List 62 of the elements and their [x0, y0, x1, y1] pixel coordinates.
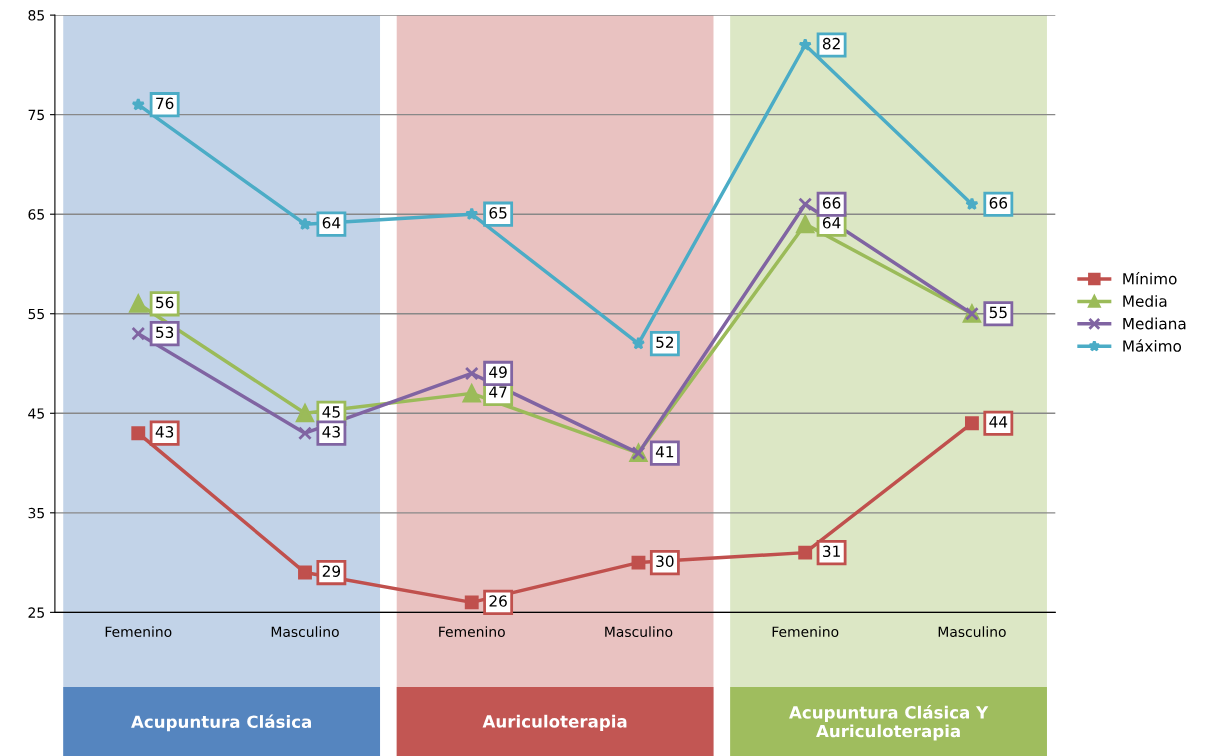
data-label: 43 [155, 426, 174, 438]
text: Acupuntura Clásica [131, 714, 311, 732]
y-tick-label: 75 [28, 109, 44, 121]
data-label: 49 [489, 366, 507, 378]
data-label: 52 [656, 336, 674, 349]
data-label: 56 [156, 296, 174, 309]
point [462, 384, 481, 403]
data-label: 45 [322, 406, 340, 418]
data-label: 64 [822, 217, 841, 229]
point [631, 336, 646, 350]
data-label: 44 [989, 416, 1008, 428]
x-tick-label: Masculino [938, 626, 1006, 637]
point [964, 416, 979, 431]
data-label: 53 [156, 326, 174, 339]
point [298, 426, 312, 441]
legend-label: Mediana [1123, 317, 1186, 330]
point [295, 404, 315, 423]
data-label: 30 [656, 555, 674, 568]
point [298, 565, 312, 580]
legend-label: Media [1123, 295, 1167, 307]
point [798, 197, 813, 212]
point [131, 326, 146, 341]
text: Auriculoterapia [482, 714, 627, 731]
data-label: 82 [822, 37, 840, 50]
point [631, 555, 646, 570]
point [798, 545, 813, 560]
point [465, 207, 479, 221]
point [129, 294, 148, 313]
y-tick-label: 45 [28, 408, 44, 419]
data-label: 29 [322, 565, 341, 577]
data-label: 66 [989, 197, 1008, 209]
legend-label: Máximo [1123, 339, 1182, 352]
x-tick-label: Femenino [105, 626, 172, 637]
data-label: 26 [489, 595, 507, 607]
point [464, 595, 479, 610]
y-tick-label: 85 [28, 10, 44, 21]
data-label: 66 [822, 197, 841, 209]
data-label: 64 [322, 217, 341, 229]
text: Acupuntura Clásica Y Auriculoterapia [789, 705, 989, 741]
data-label: 31 [823, 545, 840, 558]
x-tick-label: Masculino [605, 626, 673, 637]
data-label: 43 [322, 426, 340, 438]
data-label: 55 [989, 306, 1007, 319]
data-label: 47 [489, 386, 507, 398]
y-tick-label: 35 [28, 507, 44, 519]
point [798, 38, 812, 51]
point [298, 217, 312, 231]
x-tick-label: Femenino [439, 626, 505, 637]
data-label: 76 [156, 97, 174, 110]
x-tick-label: Femenino [772, 626, 839, 637]
point [131, 97, 145, 111]
y-tick-label: 25 [28, 607, 44, 618]
x-tick-label: Masculino [271, 626, 339, 637]
point [796, 215, 815, 234]
data-label: 65 [489, 207, 507, 219]
y-tick-label: 65 [28, 209, 44, 220]
legend-label: Mínimo [1123, 272, 1177, 285]
data-label: 41 [655, 446, 674, 458]
y-tick-label: 55 [28, 308, 44, 320]
point [464, 366, 479, 381]
point [131, 426, 146, 441]
point [965, 197, 979, 211]
